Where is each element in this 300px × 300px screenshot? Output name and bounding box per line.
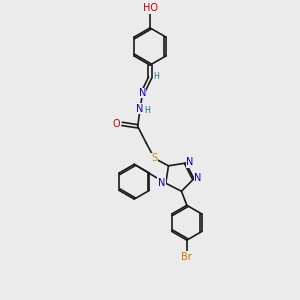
Text: H: H <box>145 106 151 115</box>
Text: S: S <box>152 153 158 164</box>
Text: N: N <box>158 178 165 188</box>
Text: Br: Br <box>182 252 192 262</box>
Text: HO: HO <box>142 3 158 14</box>
Text: N: N <box>186 158 194 167</box>
Text: N: N <box>136 104 144 114</box>
Text: H: H <box>154 72 160 81</box>
Text: N: N <box>194 173 202 183</box>
Text: N: N <box>139 88 146 98</box>
Text: O: O <box>113 119 121 129</box>
